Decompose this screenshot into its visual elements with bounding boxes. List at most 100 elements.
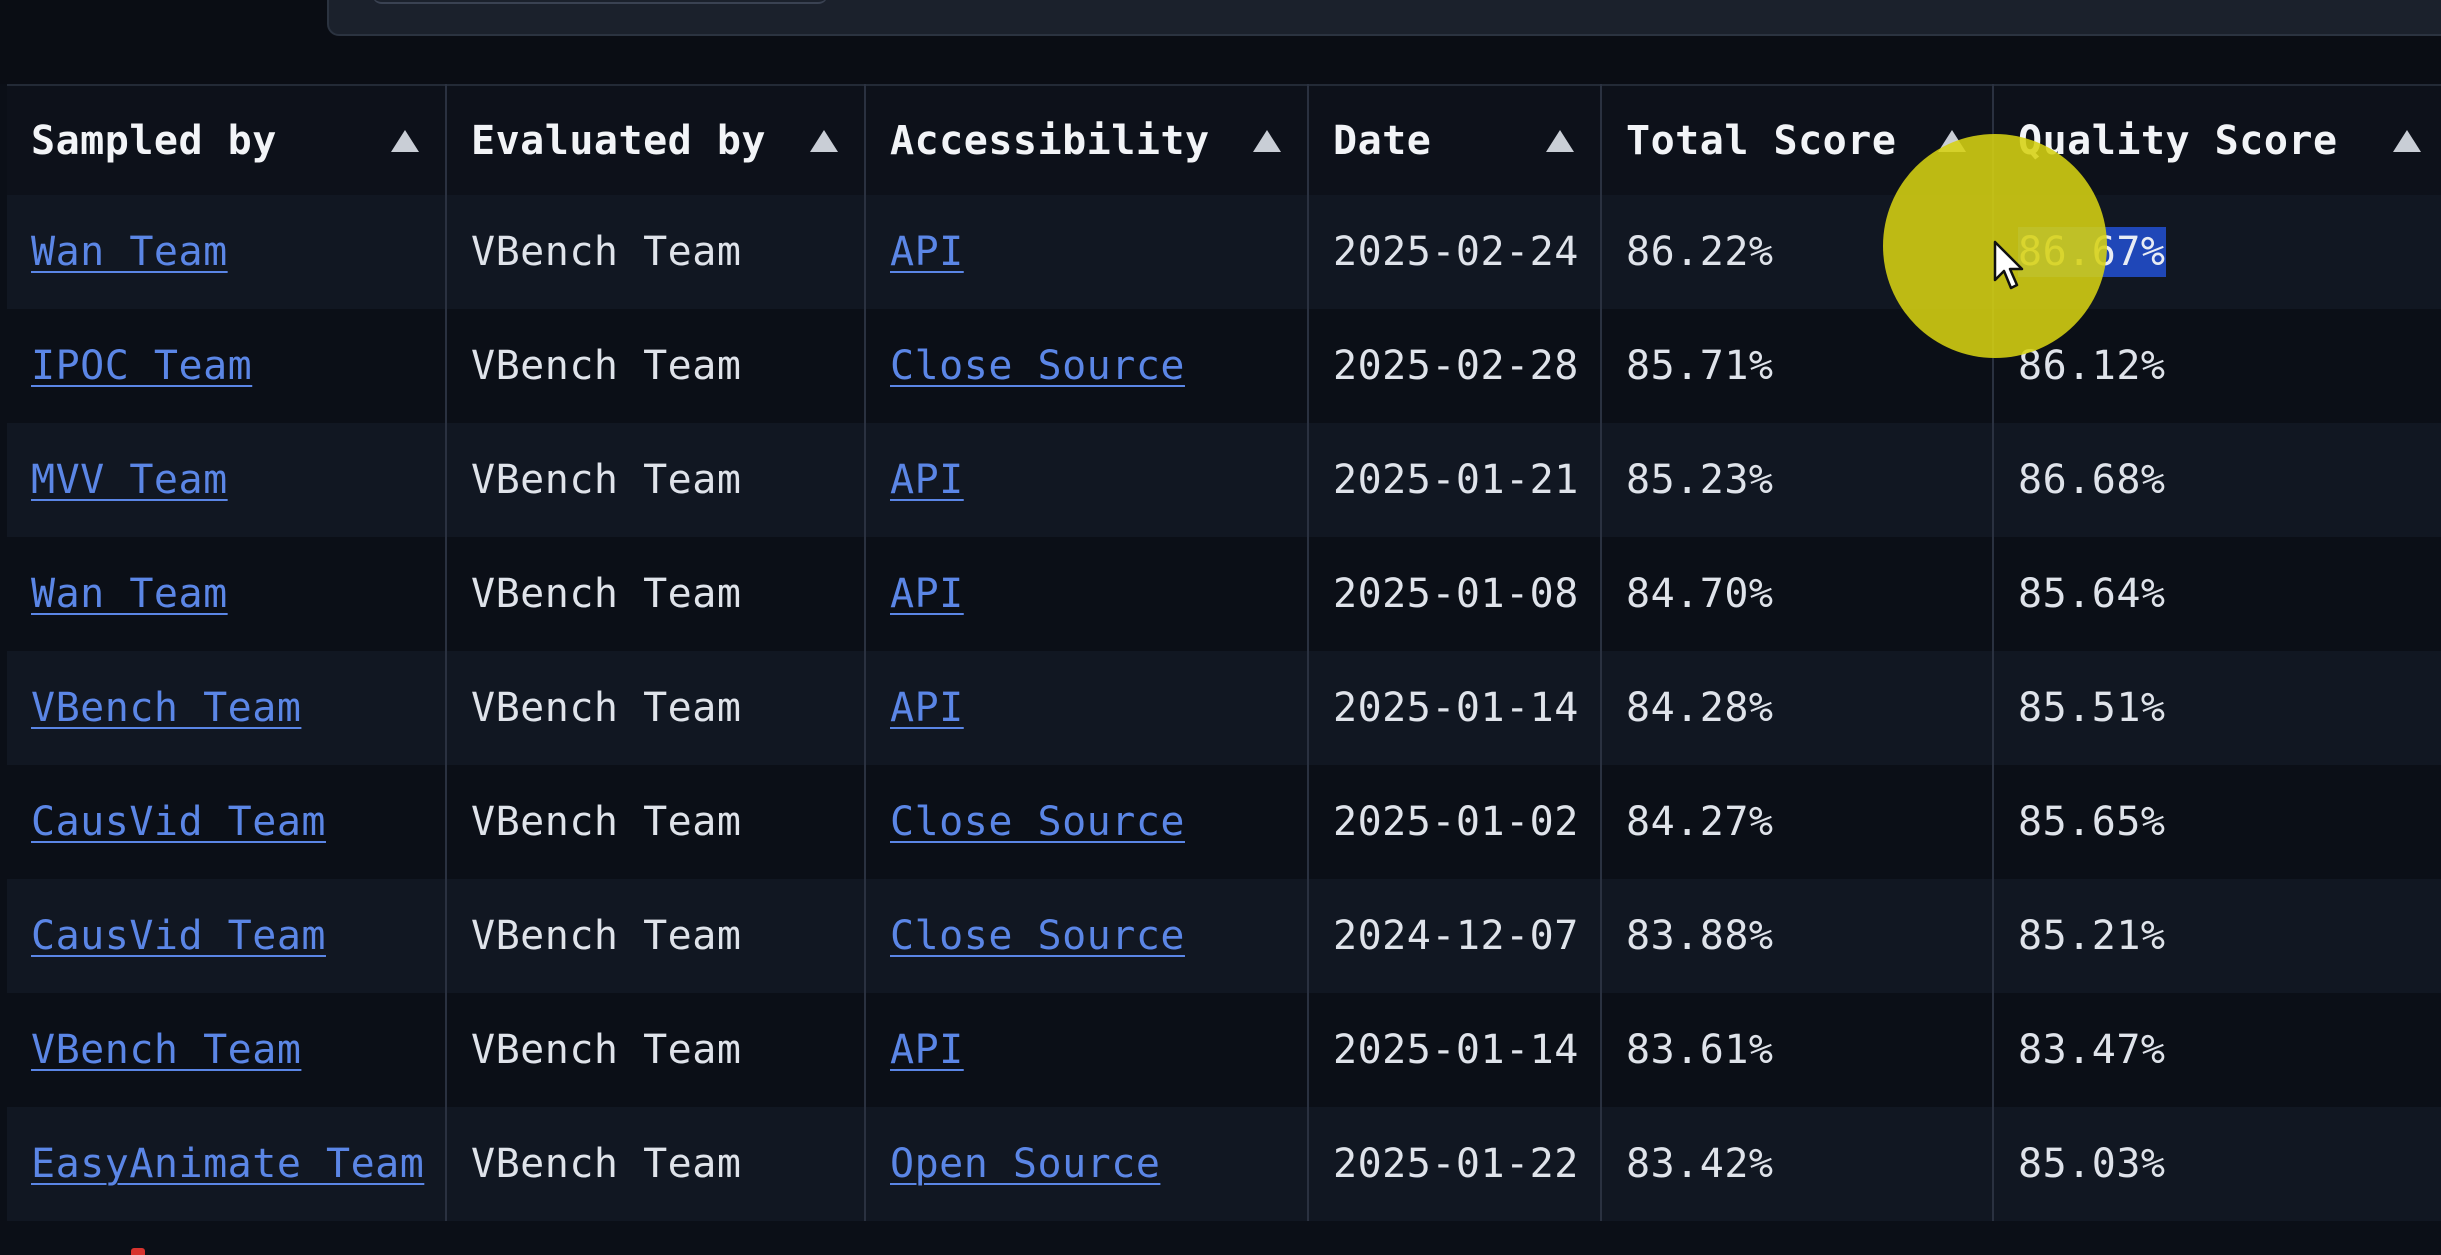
cell-date: 2025-01-14 bbox=[1308, 993, 1602, 1107]
table-row: Wan Team VBench Team API 2025-01-08 84.70% 85… bbox=[7, 537, 2441, 651]
column-header-evaluated-by[interactable]: Evaluated by bbox=[446, 85, 866, 195]
cell-accessibility-link[interactable]: API bbox=[890, 229, 964, 275]
cell-quality-score: 85.51% bbox=[1993, 651, 2441, 765]
cell-accessibility: Open Source bbox=[865, 1107, 1309, 1221]
cell-evaluated-by-value: VBench Team bbox=[471, 343, 742, 389]
cell-evaluated-by-value: VBench Team bbox=[471, 685, 742, 731]
cell-sampled-by: Wan Team bbox=[7, 537, 447, 651]
cell-date: 2025-01-14 bbox=[1308, 651, 1602, 765]
cell-quality-score: 86.12% bbox=[1993, 309, 2441, 423]
cell-date-value: 2025-01-22 bbox=[1333, 1141, 1579, 1187]
cell-total-score: 84.70% bbox=[1601, 537, 1994, 651]
cell-date-value: 2025-02-28 bbox=[1333, 343, 1579, 389]
sort-ascending-icon[interactable] bbox=[1546, 129, 1574, 152]
cell-accessibility: API bbox=[865, 423, 1309, 537]
cell-date-value: 2025-01-14 bbox=[1333, 1027, 1579, 1073]
cell-evaluated-by: VBench Team bbox=[446, 537, 866, 651]
cell-total-score: 83.42% bbox=[1601, 1107, 1994, 1221]
cell-evaluated-by-value: VBench Team bbox=[471, 229, 742, 275]
cell-date: 2025-02-28 bbox=[1308, 309, 1602, 423]
cell-accessibility-link[interactable]: Close Source bbox=[890, 913, 1185, 959]
cell-evaluated-by: VBench Team bbox=[446, 423, 866, 537]
table-body: Wan Team VBench Team API 2025-02-24 86.22% 86… bbox=[7, 195, 2441, 1221]
sort-ascending-icon[interactable] bbox=[810, 129, 838, 152]
cell-evaluated-by-value: VBench Team bbox=[471, 457, 742, 503]
cell-sampled-by-link[interactable]: Wan Team bbox=[31, 571, 228, 617]
cell-sampled-by: CausVid Team bbox=[7, 765, 447, 879]
leaderboard-table: Sampled by Evaluated by Accessibility Da… bbox=[7, 84, 2441, 1221]
cell-accessibility-link[interactable]: Close Source bbox=[890, 799, 1185, 845]
cell-accessibility-link[interactable]: API bbox=[890, 1027, 964, 1073]
column-header-label: Quality Score bbox=[2018, 117, 2338, 164]
cell-sampled-by-link[interactable]: VBench Team bbox=[31, 685, 302, 731]
column-header-label: Sampled by bbox=[31, 117, 277, 164]
column-header-label: Date bbox=[1333, 117, 1432, 164]
column-header-accessibility[interactable]: Accessibility bbox=[865, 85, 1309, 195]
cell-sampled-by-link[interactable]: CausVid Team bbox=[31, 799, 326, 845]
cell-sampled-by: Wan Team bbox=[7, 195, 447, 309]
cell-quality-score-value: 85.51% bbox=[2018, 685, 2166, 731]
column-header-date[interactable]: Date bbox=[1308, 85, 1602, 195]
cell-sampled-by-link[interactable]: CausVid Team bbox=[31, 913, 326, 959]
cell-date-value: 2024-12-07 bbox=[1333, 913, 1579, 959]
table-row: EasyAnimate Team VBench Team Open Source 20… bbox=[7, 1107, 2441, 1221]
cell-quality-score: 85.03% bbox=[1993, 1107, 2441, 1221]
cell-accessibility-link[interactable]: API bbox=[890, 457, 964, 503]
table-row: VBench Team VBench Team API 2025-01-14 84.28… bbox=[7, 651, 2441, 765]
sort-ascending-icon[interactable] bbox=[1253, 129, 1281, 152]
cell-sampled-by-link[interactable]: Wan Team bbox=[31, 229, 228, 275]
cell-quality-score: 85.21% bbox=[1993, 879, 2441, 993]
cell-accessibility-link[interactable]: API bbox=[890, 571, 964, 617]
column-header-label: Total Score bbox=[1626, 117, 1897, 164]
cell-evaluated-by: VBench Team bbox=[446, 765, 866, 879]
cell-evaluated-by-value: VBench Team bbox=[471, 571, 742, 617]
cell-accessibility: API bbox=[865, 651, 1309, 765]
cell-accessibility-link[interactable]: API bbox=[890, 685, 964, 731]
cell-date-value: 2025-01-08 bbox=[1333, 571, 1579, 617]
cell-total-score: 83.88% bbox=[1601, 879, 1994, 993]
cell-date: 2025-01-22 bbox=[1308, 1107, 1602, 1221]
cell-sampled-by-link[interactable]: IPOC Team bbox=[31, 343, 253, 389]
sort-ascending-icon[interactable] bbox=[1938, 129, 1966, 152]
cell-evaluated-by-value: VBench Team bbox=[471, 913, 742, 959]
cell-quality-score-value: 85.21% bbox=[2018, 913, 2166, 959]
cell-total-score-value: 84.27% bbox=[1626, 799, 1774, 845]
cell-date: 2025-01-21 bbox=[1308, 423, 1602, 537]
cell-sampled-by-link[interactable]: MVV Team bbox=[31, 457, 228, 503]
table-row: Wan Team VBench Team API 2025-02-24 86.22% 86… bbox=[7, 195, 2441, 309]
sort-ascending-icon[interactable] bbox=[2393, 129, 2421, 152]
column-header-quality-score[interactable]: Quality Score bbox=[1993, 85, 2441, 195]
cell-accessibility: Close Source bbox=[865, 879, 1309, 993]
cell-sampled-by-link[interactable]: VBench Team bbox=[31, 1027, 302, 1073]
table-row: CausVid Team VBench Team Close Source 2024-… bbox=[7, 879, 2441, 993]
cell-total-score-value: 83.42% bbox=[1626, 1141, 1774, 1187]
cell-accessibility-link[interactable]: Open Source bbox=[890, 1141, 1161, 1187]
selected-text: 86.67% bbox=[2018, 227, 2166, 277]
cell-quality-score: 86.67% bbox=[1993, 195, 2441, 309]
search-input[interactable] bbox=[327, 0, 2441, 36]
column-header-sampled-by[interactable]: Sampled by bbox=[7, 85, 447, 195]
cell-sampled-by-link[interactable]: EasyAnimate Team bbox=[31, 1141, 425, 1187]
cell-total-score: 85.71% bbox=[1601, 309, 1994, 423]
cell-evaluated-by-value: VBench Team bbox=[471, 1027, 742, 1073]
cell-date-value: 2025-01-14 bbox=[1333, 685, 1579, 731]
cell-date-value: 2025-02-24 bbox=[1333, 229, 1579, 275]
cell-quality-score-value: 85.65% bbox=[2018, 799, 2166, 845]
table-row: IPOC Team VBench Team Close Source 2025-02-… bbox=[7, 309, 2441, 423]
sort-ascending-icon[interactable] bbox=[391, 129, 419, 152]
cell-date: 2024-12-07 bbox=[1308, 879, 1602, 993]
cell-quality-score: 85.64% bbox=[1993, 537, 2441, 651]
partial-row-marker bbox=[131, 1248, 145, 1255]
column-header-total-score[interactable]: Total Score bbox=[1601, 85, 1994, 195]
cell-quality-score-value: 85.64% bbox=[2018, 571, 2166, 617]
cell-evaluated-by: VBench Team bbox=[446, 651, 866, 765]
cell-quality-score-value: 83.47% bbox=[2018, 1027, 2166, 1073]
cell-evaluated-by: VBench Team bbox=[446, 309, 866, 423]
cell-total-score: 84.28% bbox=[1601, 651, 1994, 765]
cell-total-score-value: 84.70% bbox=[1626, 571, 1774, 617]
cell-sampled-by: IPOC Team bbox=[7, 309, 447, 423]
table-row: MVV Team VBench Team API 2025-01-21 85.23% 86… bbox=[7, 423, 2441, 537]
cell-total-score-value: 83.88% bbox=[1626, 913, 1774, 959]
cell-accessibility-link[interactable]: Close Source bbox=[890, 343, 1185, 389]
